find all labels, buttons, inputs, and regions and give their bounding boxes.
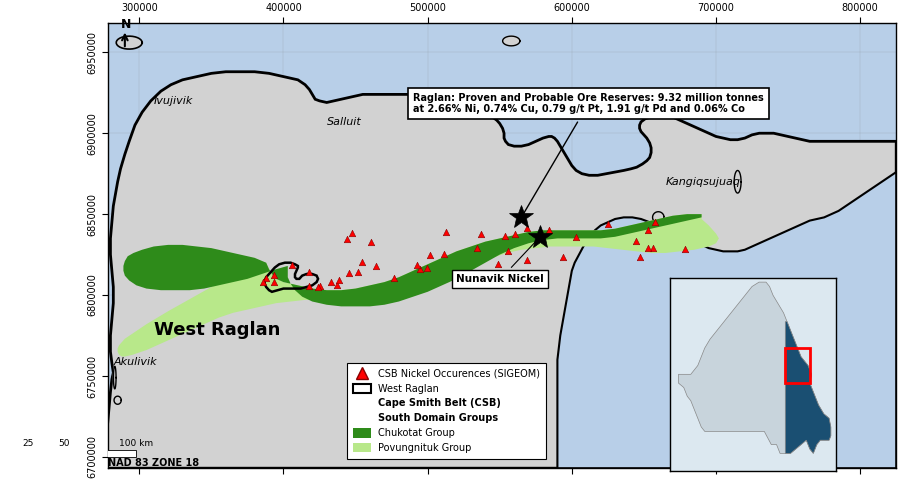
Point (410, 261, 424, 269)
Polygon shape (653, 212, 664, 223)
Point (520, 256, 534, 264)
Polygon shape (679, 282, 831, 454)
Point (355, 258, 369, 266)
Text: 50: 50 (58, 439, 70, 448)
Point (313, 282, 327, 290)
Point (501, 247, 515, 255)
Bar (0, 450, 28, 457)
Text: Akulivik: Akulivik (113, 356, 157, 367)
Polygon shape (503, 36, 520, 46)
Point (332, 276, 346, 284)
Point (330, 281, 344, 289)
Polygon shape (116, 36, 142, 49)
Point (363, 238, 378, 246)
Point (351, 268, 365, 276)
Point (436, 250, 450, 257)
Point (641, 244, 655, 252)
Point (541, 226, 556, 233)
Text: Kangiqsujuaq: Kangiqsujuaq (665, 177, 741, 187)
Polygon shape (557, 172, 896, 468)
Polygon shape (734, 170, 741, 193)
Point (520, 224, 534, 232)
Point (678, 245, 692, 253)
Point (420, 264, 434, 272)
Point (345, 229, 360, 237)
Point (569, 233, 583, 241)
Legend: CSB Nickel Occurences (SIGEOM), West Raglan, Cape Smith Belt (CSB), South Domain: CSB Nickel Occurences (SIGEOM), West Rag… (347, 363, 547, 459)
Point (508, 230, 522, 238)
Point (498, 232, 512, 240)
Point (311, 284, 325, 291)
Point (369, 262, 383, 270)
Point (302, 282, 316, 290)
Text: NAD 83 ZONE 18: NAD 83 ZONE 18 (108, 458, 199, 468)
Point (491, 260, 505, 268)
Point (640, 227, 654, 234)
Point (633, 254, 647, 261)
Point (259, 274, 273, 282)
Point (556, 254, 570, 261)
Polygon shape (123, 214, 701, 306)
Polygon shape (113, 366, 116, 389)
Text: Raglan: Proven and Probable Ore Reserves: 9.32 million tonnes
at 2.66% Ni, 0.74%: Raglan: Proven and Probable Ore Reserves… (414, 93, 764, 215)
Text: 100 km: 100 km (120, 439, 154, 448)
Polygon shape (786, 322, 831, 454)
Point (601, 220, 615, 227)
Point (474, 230, 488, 238)
Text: N: N (120, 18, 131, 31)
Point (340, 235, 354, 243)
Bar (28, 450, 65, 457)
Text: West Raglan: West Raglan (154, 322, 280, 340)
Point (645, 244, 660, 252)
Bar (101, 450, 137, 457)
Point (256, 279, 271, 286)
Point (439, 228, 453, 236)
Polygon shape (118, 214, 719, 356)
Point (413, 265, 427, 272)
Point (302, 268, 316, 276)
Point (531, 230, 546, 238)
Point (423, 251, 437, 259)
Point (648, 219, 663, 227)
Text: 25: 25 (22, 439, 34, 448)
Point (342, 269, 356, 276)
Point (452, 276, 467, 284)
Point (387, 274, 401, 282)
Text: Ivujivik: Ivujivik (154, 96, 193, 106)
Point (267, 271, 281, 279)
Point (629, 238, 644, 245)
Polygon shape (108, 72, 896, 468)
Bar (65, 450, 101, 457)
Point (470, 244, 485, 252)
Text: Salluit: Salluit (326, 117, 361, 127)
Point (284, 261, 298, 269)
Text: Nunavik Nickel: Nunavik Nickel (457, 239, 544, 284)
Point (267, 278, 281, 286)
Point (324, 279, 338, 286)
Bar (786, 348, 810, 383)
Polygon shape (114, 396, 121, 404)
